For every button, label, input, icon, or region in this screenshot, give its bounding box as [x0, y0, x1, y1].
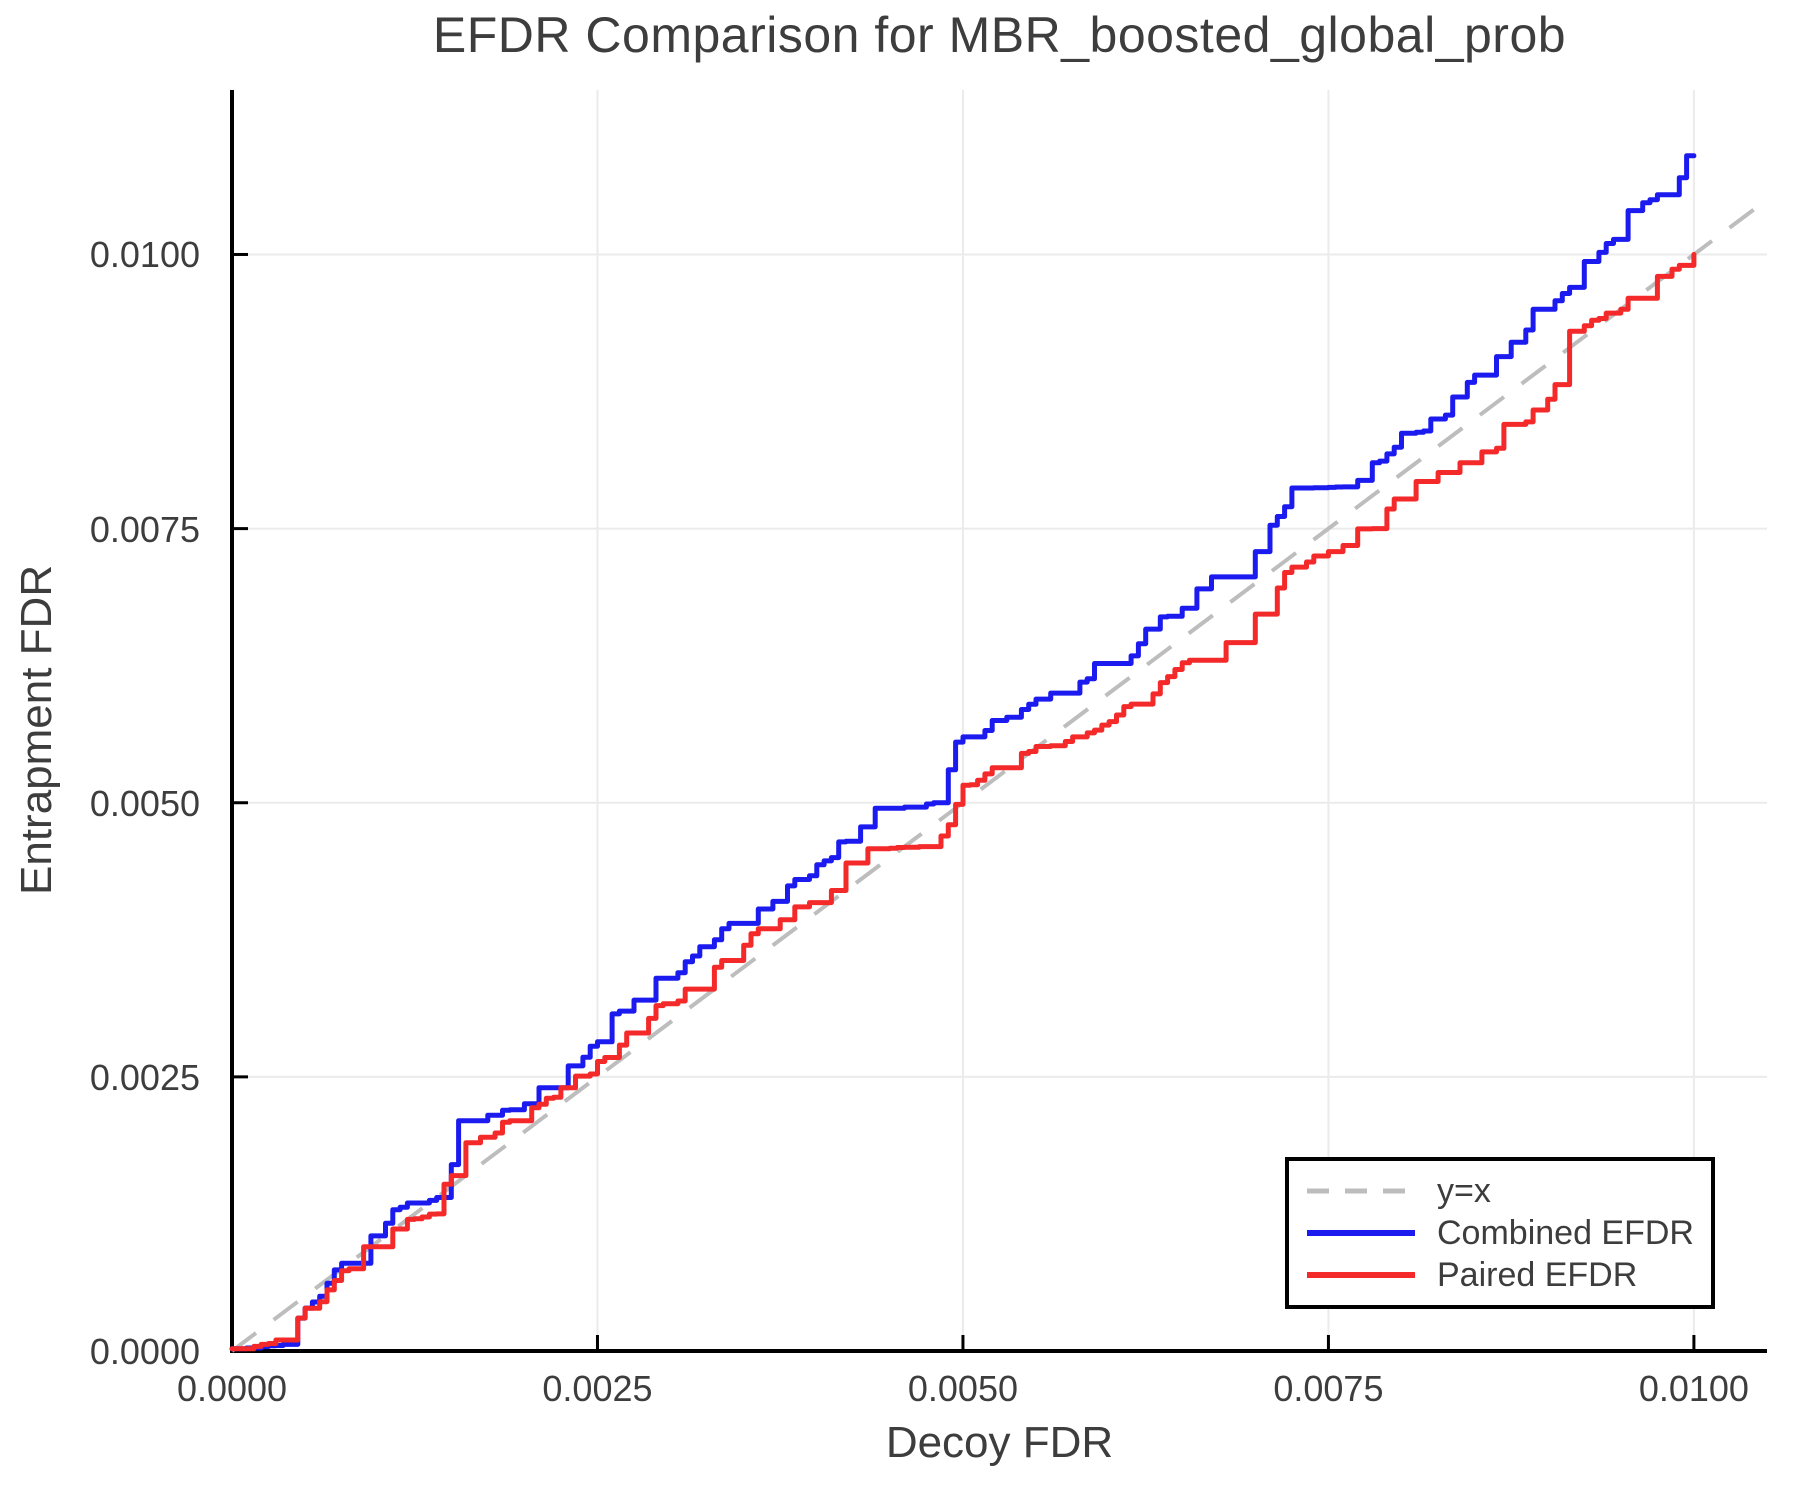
x-tick-label: 0.0075 — [1273, 1368, 1384, 1409]
legend-item-label: Paired EFDR — [1437, 1255, 1638, 1294]
y-tick-label: 0.0075 — [89, 508, 200, 550]
legend-item-label: Combined EFDR — [1437, 1213, 1694, 1252]
legend-line-sample-combined — [1307, 1230, 1415, 1236]
legend-item: Paired EFDR — [1305, 1255, 1711, 1295]
x-tick-label: 0.0000 — [176, 1368, 288, 1409]
chart-title: EFDR Comparison for MBR_boosted_global_p… — [432, 7, 1567, 63]
legend-line-sample-paired — [1307, 1272, 1415, 1278]
legend-item: y=x — [1305, 1171, 1711, 1211]
y-tick-label: 0.0100 — [89, 234, 200, 276]
legend: y=x Combined EFDR Paired EFDR — [1285, 1157, 1715, 1309]
legend-item: Combined EFDR — [1305, 1213, 1711, 1253]
x-tick-label: 0.0050 — [907, 1368, 1018, 1409]
axes-spines — [230, 90, 1767, 1353]
y-tick-label: 0.0000 — [89, 1331, 200, 1372]
x-tick-label: 0.0100 — [1638, 1368, 1749, 1409]
legend-line-sample-yx — [1307, 1188, 1415, 1194]
gridlines — [232, 90, 1767, 1351]
y-tick-label: 0.0025 — [89, 1056, 200, 1098]
legend-item-label: y=x — [1437, 1171, 1491, 1210]
x-axis-label: Decoy FDR — [885, 1418, 1114, 1467]
x-tick-label: 0.0025 — [542, 1368, 653, 1409]
y-tick-label: 0.0050 — [89, 782, 200, 824]
data-series — [229, 153, 1769, 1353]
